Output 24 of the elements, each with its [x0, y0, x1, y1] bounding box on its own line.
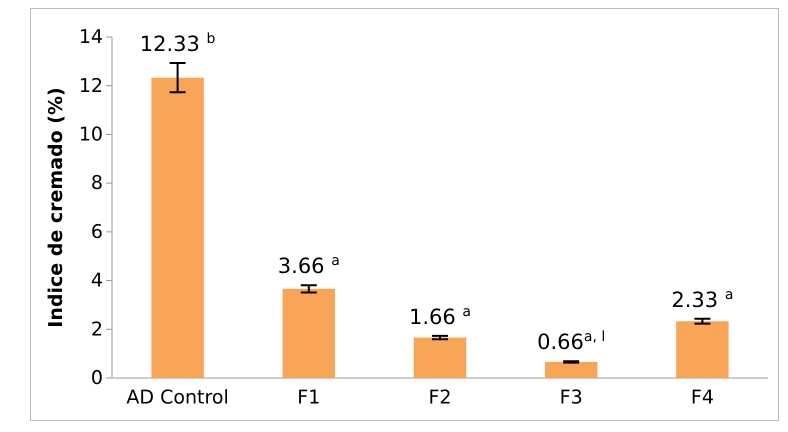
x-tick-label: F4	[690, 386, 714, 408]
x-tick-label: F3	[560, 386, 583, 408]
bar	[544, 362, 598, 378]
data-label: 0.66$^{a, l}$	[537, 329, 606, 354]
y-axis-title: Indice de cremado (%)	[45, 87, 67, 328]
y-tick-label: 8	[90, 172, 103, 194]
x-tick-label: F1	[297, 386, 320, 408]
bar	[414, 338, 466, 378]
data-label: 12.33 $^{b}$	[140, 31, 216, 56]
data-label: 2.33 $^{a}$	[671, 286, 734, 312]
y-tick-label: 6	[90, 220, 103, 243]
data-label: 3.66 $^{a}$	[278, 253, 340, 278]
bar	[676, 321, 729, 378]
y-tick-label: 14	[78, 26, 103, 48]
bar	[151, 78, 204, 378]
y-tick-label: 2	[90, 318, 103, 340]
y-tick-label: 10	[78, 124, 103, 146]
x-tick-label: F2	[428, 386, 452, 408]
x-tick-label: AD Control	[126, 386, 229, 408]
data-label: 1.66 $^{a}$	[408, 304, 472, 329]
y-tick-label: 12	[78, 74, 103, 97]
bar	[282, 288, 336, 378]
y-tick-label: 4	[90, 270, 103, 292]
y-tick-label: 0	[90, 367, 103, 390]
